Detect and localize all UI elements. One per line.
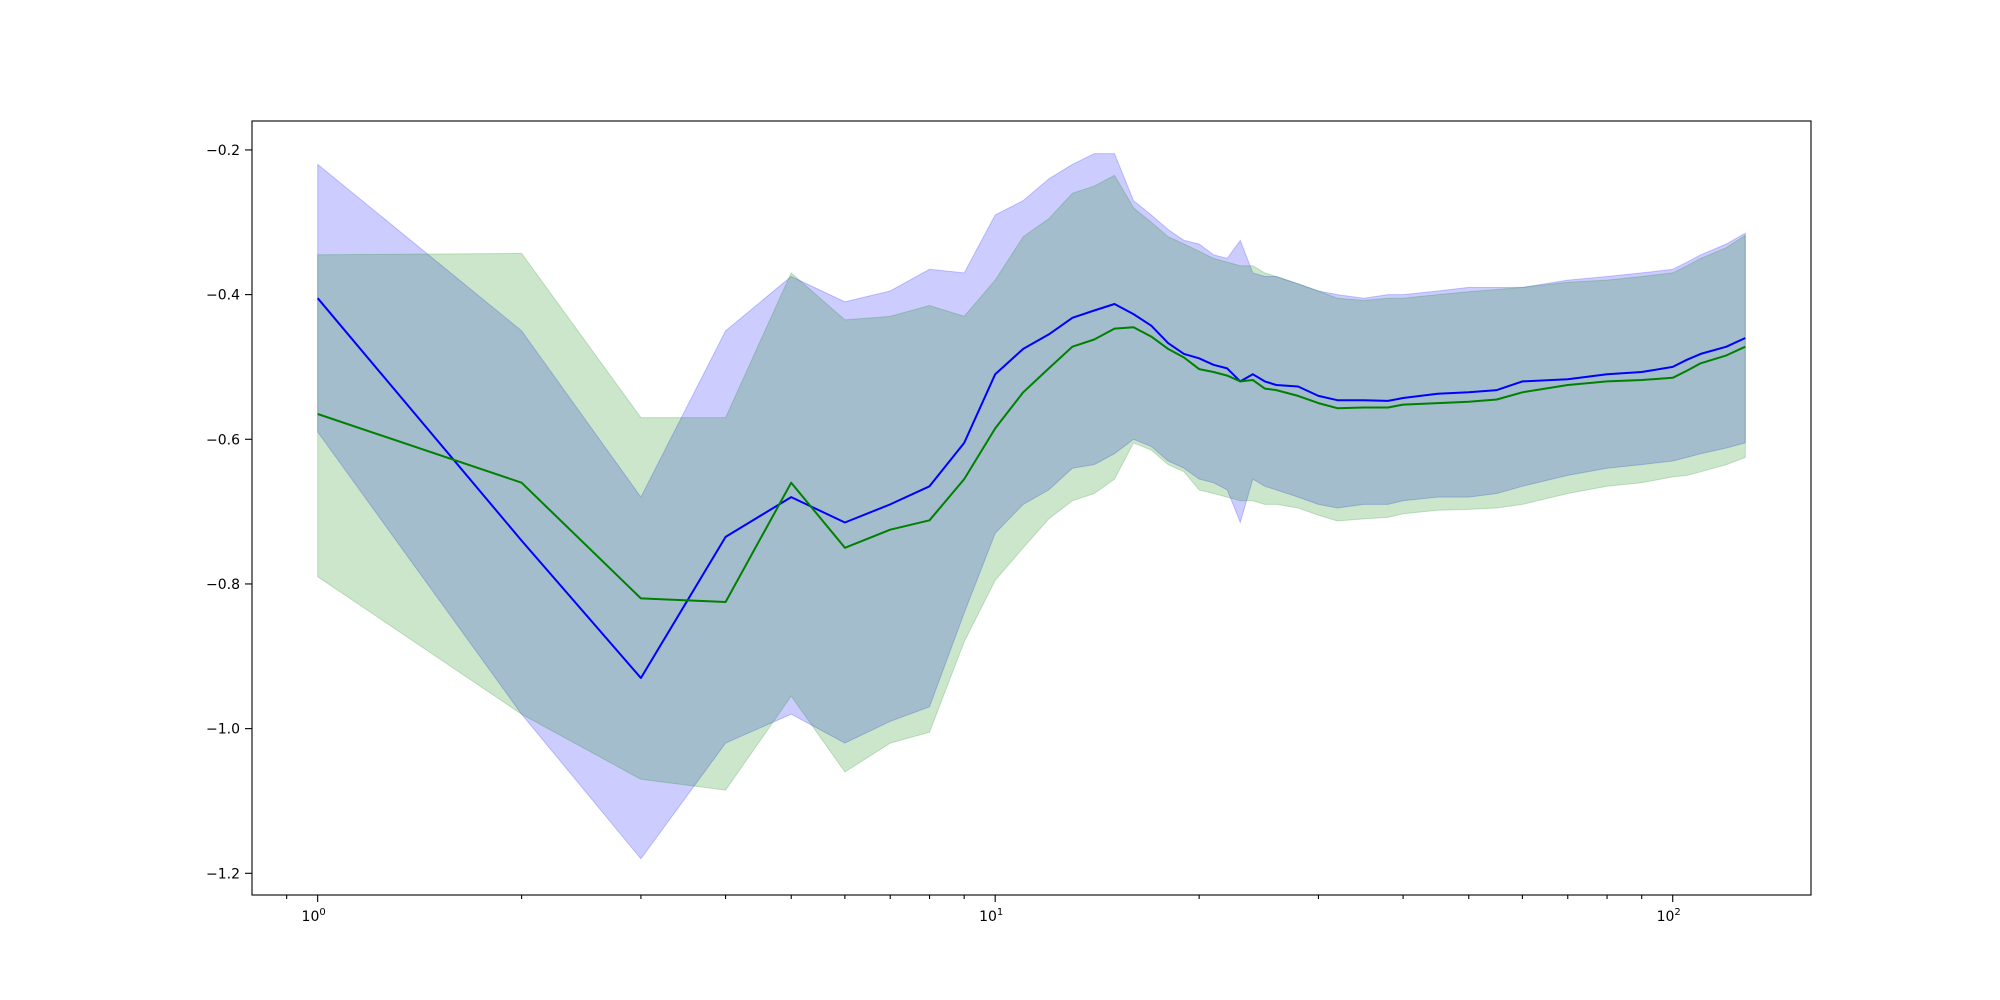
y-tick-label: −1.0 [206, 722, 240, 738]
series-1-band [317, 174, 1746, 791]
series-0-line [316, 297, 1746, 679]
series-lines [316, 297, 1746, 679]
plot-area-frame [251, 120, 1812, 896]
y-axis: −0.2 −0.4 −0.6 −0.8 −1.0 −1.2 [206, 143, 252, 882]
confidence-bands [317, 153, 1746, 860]
y-tick-label: −0.4 [206, 288, 240, 304]
series-1-line [317, 326, 1746, 603]
y-tick-label: −0.2 [206, 143, 240, 159]
series-0-band [317, 153, 1746, 860]
y-tick-label: −0.8 [206, 577, 240, 593]
y-tick-label: −1.2 [206, 866, 240, 882]
y-tick-label: −0.6 [206, 432, 240, 448]
